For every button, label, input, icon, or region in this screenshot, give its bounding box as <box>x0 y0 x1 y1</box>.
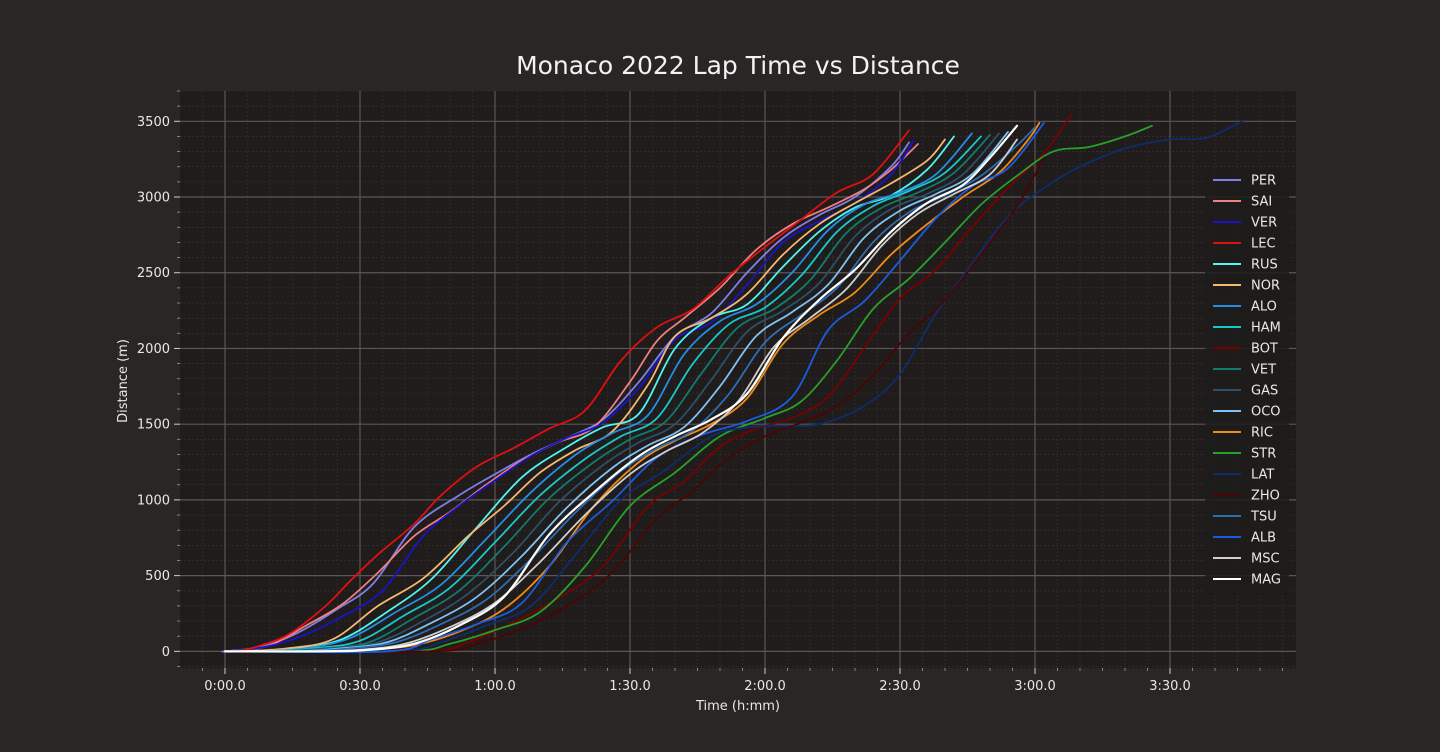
legend-box <box>1205 169 1289 595</box>
x-tick-label: 2:00.0 <box>744 679 786 694</box>
legend-label-ric: RIC <box>1251 426 1273 441</box>
series-line-vet <box>224 134 991 653</box>
plot-area <box>180 91 1296 668</box>
y-tick-label: 500 <box>145 569 170 584</box>
x-tick-label: 3:30.0 <box>1149 679 1191 694</box>
legend-label-rus: RUS <box>1251 258 1278 273</box>
series-line-msc <box>224 138 1018 653</box>
series-line-gas <box>224 132 1000 653</box>
y-tick-label: 3500 <box>137 115 170 130</box>
legend-label-alo: ALO <box>1251 300 1277 315</box>
y-tick-label: 2000 <box>137 342 170 357</box>
series-line-lec <box>224 129 910 653</box>
legend-label-ham: HAM <box>1251 321 1281 336</box>
series-line-zho <box>224 156 1045 653</box>
series-line-alo <box>224 132 973 653</box>
y-tick-label: 3000 <box>137 191 170 206</box>
legend-label-vet: VET <box>1251 363 1276 378</box>
legend-label-tsu: TSU <box>1250 510 1277 525</box>
legend-label-lat: LAT <box>1251 468 1274 483</box>
series-line-str <box>224 124 1153 653</box>
series-line-nor <box>224 138 946 653</box>
legend-label-per: PER <box>1251 174 1276 189</box>
legend-label-alb: ALB <box>1251 531 1276 546</box>
series-line-mag <box>223 124 1019 653</box>
legend-label-str: STR <box>1251 447 1276 462</box>
x-axis-label: Time (h:mm) <box>695 699 780 714</box>
legend-label-sai: SAI <box>1251 195 1272 210</box>
series-line-ham <box>224 135 982 653</box>
series-line-sai <box>224 143 919 653</box>
x-tick-label: 0:00.0 <box>204 679 246 694</box>
legend-label-msc: MSC <box>1251 552 1280 567</box>
legend-label-ver: VER <box>1251 216 1277 231</box>
series-line-alb <box>224 121 1045 654</box>
legend: PER SAI VER LEC RUS NOR ALO HAM BOT VET GAS OCO RIC S… <box>1205 169 1289 595</box>
y-tick-label: 1000 <box>137 493 170 508</box>
series-line-oco <box>224 131 1009 653</box>
series-line-bot <box>224 114 1072 653</box>
legend-label-mag: MAG <box>1251 573 1281 588</box>
x-tick-label: 2:30.0 <box>879 679 921 694</box>
axes: 0:00.0 0:30.0 1:00.0 1:30.0 2:00.0 2:30.0 3:00… <box>137 90 1283 694</box>
y-tick-label: 1500 <box>137 418 170 433</box>
y-tick-label: 2500 <box>137 266 170 281</box>
x-tick-label: 1:30.0 <box>609 679 651 694</box>
series-line-ver <box>224 140 915 653</box>
chart-title: Monaco 2022 Lap Time vs Distance <box>516 51 960 80</box>
legend-label-bot: BOT <box>1251 342 1278 357</box>
series-line-lat <box>224 120 1243 653</box>
series-lines <box>221 114 1243 654</box>
legend-label-zho: ZHO <box>1251 489 1280 504</box>
legend-label-gas: GAS <box>1251 384 1278 399</box>
minor-grid <box>180 90 1296 668</box>
legend-label-oco: OCO <box>1251 405 1281 420</box>
x-tick-label: 3:00.0 <box>1014 679 1056 694</box>
y-tick-label: 0 <box>162 645 170 660</box>
legend-label-lec: LEC <box>1251 237 1276 252</box>
x-tick-label: 1:00.0 <box>474 679 516 694</box>
y-axis-label: Distance (m) <box>116 339 131 423</box>
x-tick-label: 0:30.0 <box>339 679 381 694</box>
legend-label-nor: NOR <box>1251 279 1280 294</box>
